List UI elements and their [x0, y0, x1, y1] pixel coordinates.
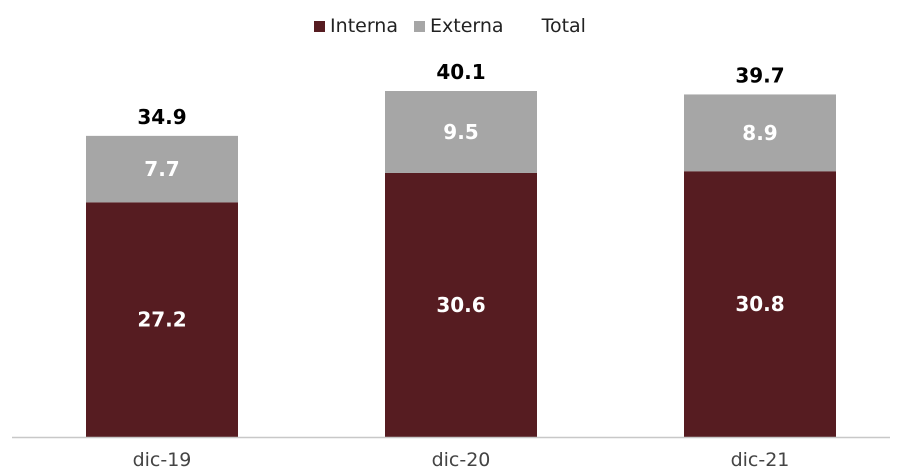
category-label-dic-19: dic-19 [133, 449, 192, 470]
data-label-externa-dic-19: 7.7 [144, 157, 179, 181]
bar-segment-externa-dic-19 [86, 135, 238, 203]
legend-item-externa: Externa [414, 15, 504, 37]
data-label-externa-dic-21: 8.9 [742, 121, 777, 145]
legend-item-total: Total [542, 15, 586, 37]
total-label-dic-21: 39.7 [735, 63, 784, 87]
legend-label-total: Total [541, 15, 586, 37]
bar-segment-externa-dic-21 [684, 94, 836, 172]
data-label-interna-dic-20: 30.6 [436, 293, 485, 317]
total-label-dic-19: 34.9 [137, 105, 186, 129]
bar-segment-interna-dic-20 [385, 172, 537, 437]
legend-label-externa: Externa [430, 15, 504, 37]
bar-segment-interna-dic-19 [86, 202, 238, 437]
data-label-externa-dic-20: 9.5 [443, 120, 478, 144]
legend-label-interna: Interna [330, 15, 398, 37]
chart-legend: Interna Externa Total [0, 12, 900, 40]
data-label-interna-dic-19: 27.2 [137, 308, 186, 332]
data-label-interna-dic-21: 30.8 [735, 292, 784, 316]
total-label-dic-20: 40.1 [436, 60, 485, 84]
bar-segment-externa-dic-20 [385, 91, 537, 173]
legend-swatch-externa [414, 20, 425, 32]
legend-item-interna: Interna [314, 15, 398, 37]
bar-segment-interna-dic-21 [684, 171, 836, 437]
category-label-dic-20: dic-20 [432, 449, 491, 470]
category-label-dic-21: dic-21 [731, 449, 790, 470]
legend-swatch-interna [314, 20, 326, 32]
